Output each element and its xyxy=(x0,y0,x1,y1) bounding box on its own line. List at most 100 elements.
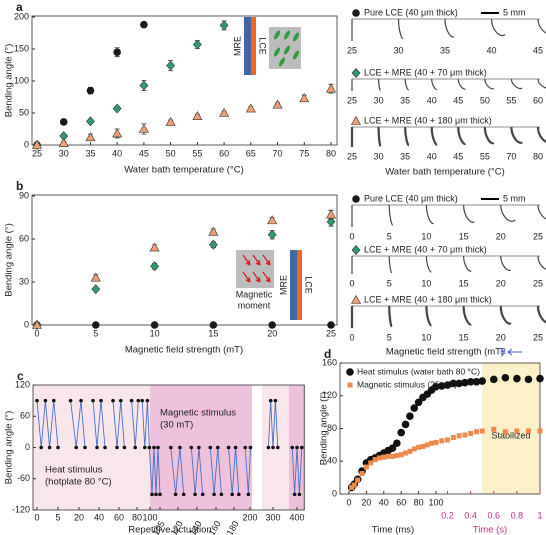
point xyxy=(208,226,219,236)
point xyxy=(455,379,463,388)
point xyxy=(156,445,160,450)
illustration-tick-label: 35 xyxy=(440,45,450,55)
point xyxy=(456,433,462,439)
point xyxy=(297,492,302,497)
point xyxy=(407,448,413,454)
point xyxy=(351,245,361,255)
point xyxy=(74,445,78,450)
stabilized-region xyxy=(482,363,540,494)
point xyxy=(502,429,508,435)
point xyxy=(52,398,56,403)
point xyxy=(411,446,417,452)
point xyxy=(368,460,374,466)
illustration-tick-label: 25 xyxy=(533,231,543,241)
point xyxy=(115,445,119,450)
x-tick-label: 15 xyxy=(208,328,218,338)
panel-label: b xyxy=(16,179,23,193)
y-tick-label: 0 xyxy=(24,319,29,329)
y-axis-label: Bending angle (°) xyxy=(4,223,15,297)
point xyxy=(299,93,310,103)
point xyxy=(208,239,218,250)
strip xyxy=(537,204,546,220)
y-tick-label: -60 xyxy=(17,473,30,483)
x-tick-label: 200 xyxy=(242,512,257,522)
point xyxy=(31,319,43,329)
point xyxy=(173,492,178,497)
point xyxy=(524,375,533,384)
strip xyxy=(388,204,394,226)
point xyxy=(145,398,150,403)
illustration-tick-label: 50 xyxy=(480,95,490,105)
y-tick-label: 90 xyxy=(19,190,29,200)
illustration-tick-label: 20 xyxy=(496,332,506,342)
point xyxy=(461,378,469,387)
x-tick-label: 80 xyxy=(414,497,424,507)
point xyxy=(113,48,121,56)
illustration-tick-label: 55 xyxy=(480,151,490,161)
x-tick-label: 25 xyxy=(32,148,42,158)
point xyxy=(403,450,409,456)
point xyxy=(143,445,147,450)
illustration-tick-label: 35 xyxy=(400,95,410,105)
point xyxy=(513,374,521,383)
y-tick-label: 50 xyxy=(19,107,29,117)
x-tick-label: 40 xyxy=(94,512,104,522)
y-tick-label: 0 xyxy=(24,139,29,149)
point xyxy=(346,368,354,376)
illustration-tick-label: 80 xyxy=(533,151,543,161)
point xyxy=(150,261,160,272)
point xyxy=(243,445,247,450)
x-tick-label: 80 xyxy=(326,148,336,158)
y-tick-label: 40 xyxy=(327,456,337,466)
point xyxy=(290,445,295,450)
point xyxy=(462,432,468,438)
y-tick-label: 150 xyxy=(14,43,29,53)
illustration-tick-label: 30 xyxy=(374,95,384,105)
point xyxy=(138,123,149,133)
illustration-tick-label: 10 xyxy=(421,231,431,241)
point xyxy=(385,453,391,459)
point xyxy=(112,128,123,138)
point xyxy=(351,482,357,488)
point xyxy=(152,445,156,450)
x-tick-label: 75 xyxy=(299,148,309,158)
strip xyxy=(425,204,434,225)
strip xyxy=(404,126,410,147)
point xyxy=(433,439,439,445)
illustration-tick-label: 5 xyxy=(387,231,392,241)
illustration-tick-label: 30 xyxy=(393,45,403,55)
strip xyxy=(490,18,506,37)
x-tick-label: 0 xyxy=(346,497,351,507)
point xyxy=(165,116,176,126)
point xyxy=(181,492,186,497)
illustration-tick-label: 25 xyxy=(533,332,543,342)
inset-label: LCE xyxy=(258,37,268,55)
illustration-tick-label: 30 xyxy=(374,151,384,161)
strip xyxy=(425,255,432,273)
point xyxy=(501,373,510,382)
point xyxy=(376,455,382,461)
field-label: B xyxy=(500,346,506,356)
point xyxy=(246,492,251,497)
point xyxy=(359,471,365,477)
illustration-tick-label: 0 xyxy=(349,278,354,288)
point xyxy=(86,116,95,127)
panel-label: a xyxy=(16,0,23,14)
point xyxy=(147,445,152,450)
y-tick-label: 120 xyxy=(322,390,337,400)
point xyxy=(79,398,83,403)
inset-caption: moment xyxy=(238,300,271,310)
point xyxy=(212,492,216,497)
illustration-tick-label: 15 xyxy=(459,278,469,288)
point xyxy=(237,492,241,497)
strip xyxy=(397,18,404,40)
legend-label: Magnetic stimulus (25 mT) xyxy=(357,379,457,389)
stabilized-label: Stabilized xyxy=(491,430,530,440)
point xyxy=(233,445,238,450)
point xyxy=(388,444,397,452)
strip xyxy=(444,18,455,38)
point xyxy=(416,444,422,450)
point xyxy=(219,20,229,31)
point xyxy=(272,99,283,109)
